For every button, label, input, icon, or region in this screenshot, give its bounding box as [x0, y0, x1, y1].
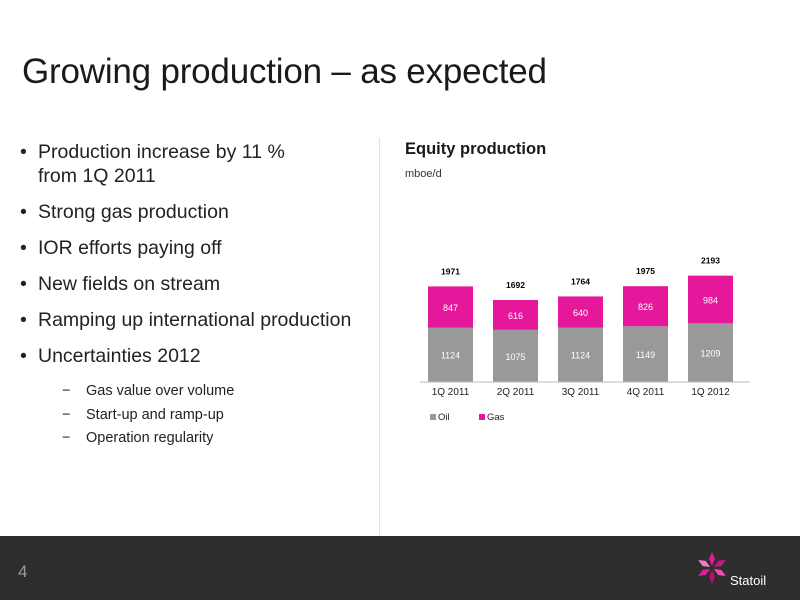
dash-icon: −: [62, 383, 71, 399]
data-label-total: 1764: [571, 276, 590, 286]
bullet-list: • Production increase by 11 % from 1Q 20…: [20, 140, 370, 451]
bar-gas: [688, 275, 733, 324]
bar-oil: [623, 326, 668, 382]
column-divider: [379, 138, 380, 538]
data-label-gas: 847: [443, 303, 458, 313]
dash-icon: −: [62, 406, 71, 423]
footer-bar: 4 Statoil: [0, 536, 800, 600]
x-tick-label: 3Q 2011: [562, 387, 600, 398]
bullet-text: Ramping up international production: [38, 309, 352, 331]
sub-bullet-text: Start-up and ramp-up: [86, 406, 224, 423]
bar-oil: [558, 327, 603, 382]
sub-bullet-list: − Gas value over volume − Start-up and r…: [20, 380, 370, 451]
bar-gas: [428, 286, 473, 328]
bar-oil: [688, 323, 733, 382]
data-label-total: 2193: [701, 256, 720, 266]
slide-title: Growing production – as expected: [22, 52, 547, 91]
bullet-text: IOR efforts paying off: [38, 237, 222, 259]
bullet-item: • Ramping up international production: [20, 308, 370, 332]
data-label-oil: 1124: [571, 351, 590, 361]
sub-bullet-item: − Gas value over volume: [62, 380, 370, 404]
data-label-total: 1692: [506, 280, 525, 290]
bullet-text: Uncertainties 2012: [38, 345, 201, 367]
chart-unit-label: mboe/d: [405, 168, 442, 180]
x-tick-label: 1Q 2011: [432, 387, 470, 398]
bullet-dot-icon: •: [20, 273, 27, 295]
bullet-text: New fields on stream: [38, 273, 221, 295]
bullet-item: • New fields on stream: [20, 272, 370, 296]
statoil-star-logo-icon: [698, 552, 726, 584]
bullet-dot-icon: •: [20, 309, 27, 331]
bullet-text: Strong gas production: [38, 201, 229, 223]
bullet-dot-icon: •: [20, 141, 27, 163]
bar-gas: [623, 286, 668, 327]
legend-swatch-gas: [479, 414, 485, 420]
data-label-total: 1971: [441, 266, 460, 276]
data-label-oil: 1149: [636, 350, 655, 360]
data-label-oil: 1209: [700, 349, 720, 359]
bullet-text-continuation: from 1Q 2011: [38, 165, 156, 187]
data-label-oil: 1124: [441, 351, 460, 361]
logo-wordmark: Statoil: [730, 573, 767, 588]
bar-gas: [558, 296, 603, 328]
legend-label-gas: Gas: [487, 412, 505, 423]
page-number: 4: [18, 562, 28, 581]
dash-icon: −: [62, 430, 71, 446]
x-tick-label: 2Q 2011: [497, 387, 535, 398]
bullet-item: • IOR efforts paying off: [20, 236, 370, 260]
sub-bullet-text: Operation regularity: [86, 430, 214, 446]
bullet-dot-icon: •: [20, 345, 27, 367]
bullet-item: • Uncertainties 2012: [20, 344, 370, 368]
sub-bullet-item: − Operation regularity: [62, 427, 370, 451]
bullet-item: • Strong gas production: [20, 200, 370, 224]
data-label-total: 1975: [636, 266, 655, 276]
data-label-gas: 640: [573, 308, 588, 318]
x-tick-label: 4Q 2011: [627, 387, 665, 398]
bar-oil: [428, 327, 473, 382]
data-label-gas: 984: [703, 296, 718, 306]
x-tick-label: 1Q 2012: [691, 387, 730, 398]
data-label-oil: 1075: [505, 352, 525, 362]
bullet-dot-icon: •: [20, 201, 27, 223]
bullet-text: Production increase by 11 %: [38, 141, 285, 163]
sub-bullet-text: Gas value over volume: [86, 383, 235, 399]
bullet-dot-icon: •: [20, 237, 27, 259]
legend-swatch-oil: [430, 414, 436, 420]
data-label-gas: 826: [638, 302, 653, 312]
bar-oil: [493, 329, 538, 382]
bar-gas: [493, 299, 538, 330]
bullet-item: • Production increase by 11 % from 1Q 20…: [20, 140, 370, 188]
chart-title: Equity production: [405, 140, 547, 158]
equity-production-chart: 1124 847 1971 1Q 2011 1075 616 1692 2Q 2011 1124…: [420, 256, 750, 423]
legend-label-oil: Oil: [438, 412, 450, 423]
data-label-gas: 616: [508, 311, 523, 321]
sub-bullet-item: − Start-up and ramp-up: [62, 404, 370, 428]
